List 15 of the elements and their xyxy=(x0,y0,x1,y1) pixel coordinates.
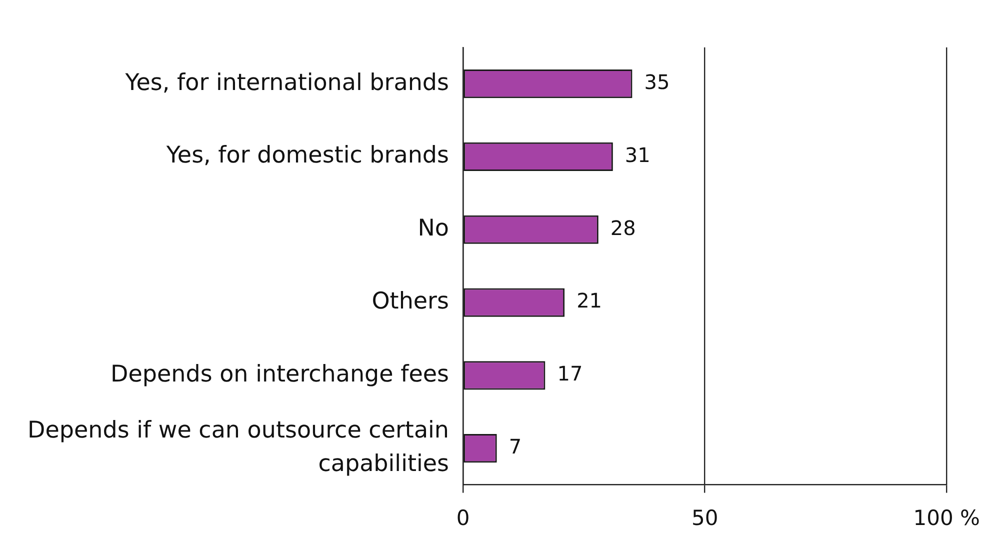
y-tick-label: Yes, for domestic brands xyxy=(165,142,449,169)
data-label: 35 xyxy=(644,70,670,94)
y-tick-label: Yes, for international brands xyxy=(124,70,449,96)
y-tick-label: Others xyxy=(372,288,449,314)
y-tick-label: Depends if we can outsource certain capabilities xyxy=(28,418,449,477)
data-label: 21 xyxy=(576,288,602,313)
data-label: 28 xyxy=(610,216,636,240)
x-tick-label: 50 xyxy=(691,506,718,530)
data-label: 7 xyxy=(508,434,522,459)
x-tick-label: 0 xyxy=(456,506,470,530)
y-tick-label: Depends on interchange fees xyxy=(110,361,449,388)
data-label: 31 xyxy=(624,142,650,167)
y-tick-label: No xyxy=(418,216,449,242)
data-label: 17 xyxy=(557,362,583,386)
x-tick-label: 100 % xyxy=(913,506,980,530)
